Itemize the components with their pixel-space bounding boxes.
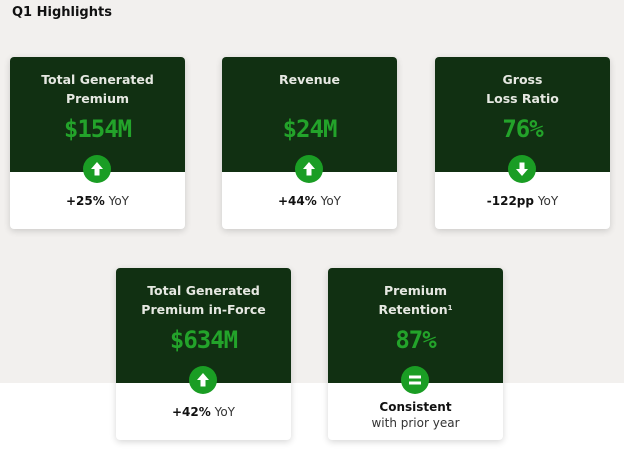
change-value: +25% [65, 194, 105, 208]
card-title: Revenue [278, 72, 340, 87]
card-header: Total Generated Premium in-Force $634M [116, 268, 291, 383]
card-header: Revenue $24M [222, 57, 397, 172]
card-value: $634M [169, 326, 238, 354]
card-title: Total Generated Premium [41, 72, 154, 106]
card-title-line1: Premium [383, 283, 448, 298]
card-change: +25% YoY [10, 194, 185, 208]
change-suffix: YoY [537, 194, 559, 208]
arrow-up-icon [189, 366, 217, 394]
card-title: Premium Retention1 [328, 281, 503, 319]
status-text: Consistent [379, 400, 452, 414]
card-header: Premium Retention1 87% [328, 268, 503, 383]
equals-icon [401, 366, 429, 394]
card-value: 76% [502, 115, 543, 143]
kpi-card-premium-retention: Premium Retention1 87% Consistent with p… [328, 268, 503, 440]
page-title: Q1 Highlights [12, 5, 112, 20]
change-suffix: YoY [320, 194, 342, 208]
arrow-up-icon [83, 155, 111, 183]
change-value: -122pp [486, 194, 534, 208]
arrow-down-icon [508, 155, 536, 183]
kpi-card-total-generated-premium: Total Generated Premium $154M +25% YoY [10, 57, 185, 229]
kpi-card-total-generated-premium-in-force: Total Generated Premium in-Force $634M +… [116, 268, 291, 440]
card-title: Total Generated Premium in-Force [141, 283, 266, 317]
status-note: with prior year [371, 416, 460, 430]
change-suffix: YoY [214, 405, 236, 419]
footnote-marker: 1 [447, 304, 453, 312]
card-change: +42% YoY [116, 405, 291, 419]
card-status: Consistent with prior year [328, 399, 503, 431]
card-change: -122pp YoY [435, 194, 610, 208]
card-title: Gross Loss Ratio [486, 72, 559, 106]
card-value: 87% [395, 326, 436, 354]
card-header: Gross Loss Ratio 76% [435, 57, 610, 172]
change-suffix: YoY [108, 194, 130, 208]
arrow-up-icon [295, 155, 323, 183]
kpi-card-revenue: Revenue $24M +44% YoY [222, 57, 397, 229]
card-title-line2: Retention [378, 302, 448, 317]
card-header: Total Generated Premium $154M [10, 57, 185, 172]
kpi-card-gross-loss-ratio: Gross Loss Ratio 76% -122pp YoY [435, 57, 610, 229]
change-value: +42% [171, 405, 211, 419]
card-value: $24M [282, 115, 338, 143]
card-value: $154M [63, 115, 132, 143]
card-change: +44% YoY [222, 194, 397, 208]
change-value: +44% [277, 194, 317, 208]
